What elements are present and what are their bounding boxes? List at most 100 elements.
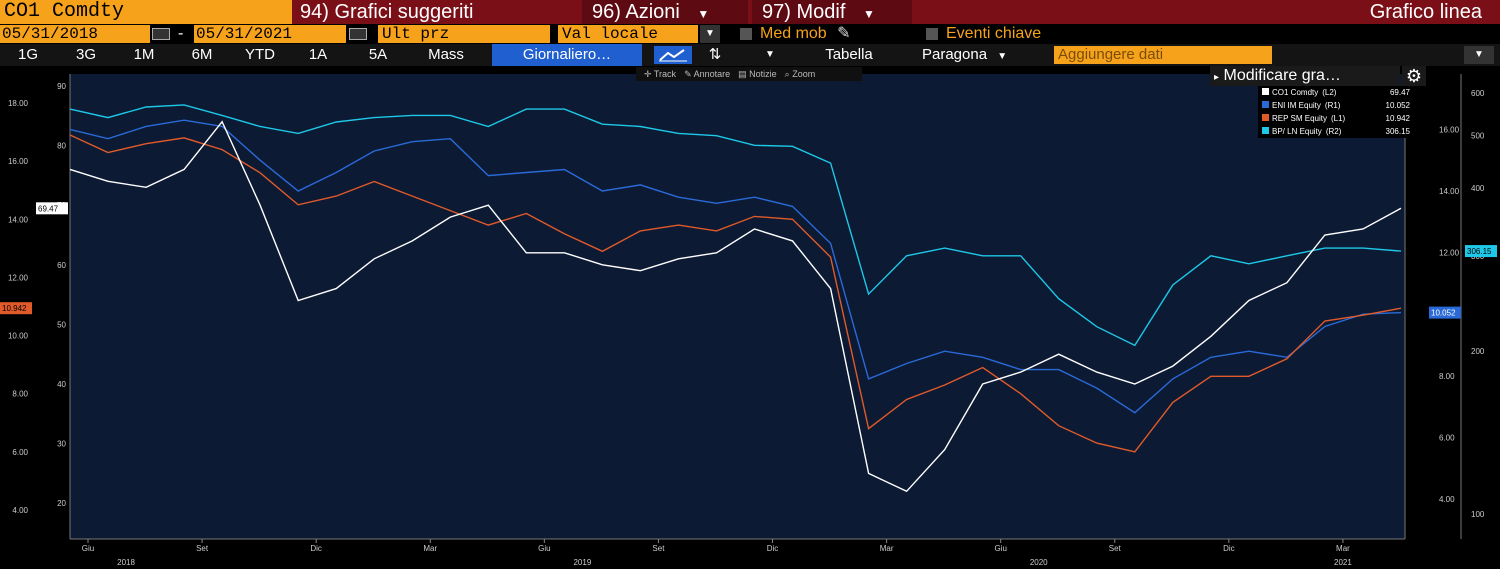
end-calendar-icon[interactable]	[349, 28, 367, 40]
y-tick-l1: 40	[57, 380, 66, 389]
sort-icon[interactable]: ⇅	[708, 46, 722, 63]
series-line-rep-sm-equity[interactable]	[69, 134, 1402, 453]
legend-swatch	[1262, 101, 1269, 108]
table-button[interactable]: Tabella	[825, 46, 873, 63]
x-tick-label: Set	[1109, 544, 1122, 553]
x-tick-label: Set	[652, 544, 665, 553]
y-tick-l1: 90	[57, 82, 66, 91]
edit-chart-button[interactable]: ▸ Modificare gra…	[1210, 66, 1400, 86]
legend-swatch	[1262, 127, 1269, 134]
x-year-label: 2018	[117, 558, 135, 567]
y-tick-l1: 80	[57, 142, 66, 151]
badge-eni-bg	[1429, 306, 1461, 319]
period-button-6m[interactable]: 6M	[191, 46, 213, 63]
key-events-toggle[interactable]: Eventi chiave	[926, 24, 1126, 44]
y-tick-r2: 500	[1471, 132, 1485, 141]
period-button-1m[interactable]: 1M	[133, 46, 155, 63]
tool-zoom[interactable]: ⌕ Zoom	[785, 69, 816, 79]
y-tick-l2: 14.00	[8, 215, 29, 224]
news-icon: ▤	[738, 69, 750, 79]
start-date-field[interactable]: 05/31/2018	[0, 25, 150, 43]
more-dropdown-icon[interactable]: ▼	[765, 49, 775, 60]
moving-average-checkbox[interactable]	[740, 27, 752, 40]
currency-field[interactable]: Val locale	[558, 25, 698, 43]
price-field[interactable]: Ult prz	[378, 25, 550, 43]
panel-collapse-icon[interactable]: ▼	[1464, 46, 1494, 64]
tool-annotate[interactable]: ✎ Annotare	[684, 69, 730, 79]
legend-item[interactable]: REP SM Equity (L1) 10.942	[1262, 112, 1416, 125]
y-tick-l2: 16.00	[8, 157, 29, 166]
x-tick-label: Mar	[423, 544, 437, 553]
chart-panel: 908070605040302018.0016.0014.0012.0010.0…	[0, 66, 1500, 569]
frequency-button[interactable]: Giornaliero…	[492, 44, 642, 66]
legend-swatch	[1262, 114, 1269, 121]
key-events-label: Eventi chiave	[946, 25, 1042, 42]
y-tick-r1: 14.00	[1439, 187, 1460, 196]
line-chart-icon[interactable]	[654, 46, 692, 64]
settings-gear-icon[interactable]: ⚙	[1402, 66, 1426, 86]
legend-swatch	[1262, 88, 1269, 95]
x-tick-label: Giu	[538, 544, 550, 553]
period-button-1g[interactable]: 1G	[17, 46, 38, 63]
legend-axis: (R2)	[1325, 127, 1342, 136]
series-line-bp-ln-equity[interactable]	[69, 104, 1402, 347]
period-buttons: 1G 3G 1M 6M YTD 1A 5A Mass	[0, 44, 490, 66]
news-label: Notizie	[749, 69, 777, 79]
series-line-co1-comdty[interactable]	[69, 120, 1402, 493]
period-button-mass[interactable]: Mass	[428, 46, 464, 63]
y-tick-l2: 6.00	[12, 448, 28, 457]
x-tick-label: Dic	[1223, 544, 1235, 553]
chart-legend: CO1 Comdty (L2) 69.47 ENI IM Equity (R1) 10.0…	[1258, 86, 1416, 138]
y-tick-l2: 4.00	[12, 506, 28, 515]
pencil-icon[interactable]: ✎	[837, 25, 851, 42]
series-line-eni-im-equity[interactable]	[69, 119, 1402, 414]
chart-svg[interactable]: 908070605040302018.0016.0014.0012.0010.0…	[0, 66, 1500, 569]
suggested-charts-menu[interactable]: 94) Grafici suggeriti	[300, 1, 474, 23]
legend-value: 10.942	[1385, 114, 1410, 123]
y-tick-r1: 8.00	[1439, 372, 1455, 381]
actions-menu[interactable]: 96) Azioni ▼	[582, 0, 748, 26]
key-events-checkbox[interactable]	[926, 27, 938, 40]
x-tick-label: Dic	[310, 544, 322, 553]
period-button-ytd[interactable]: YTD	[245, 46, 275, 63]
start-calendar-icon[interactable]	[152, 28, 170, 40]
y-tick-r1: 6.00	[1439, 433, 1455, 442]
chart-tools: ✛ Track ✎ Annotare ▤ Notizie ⌕ Zoom	[636, 67, 862, 81]
y-tick-r2: 600	[1471, 89, 1485, 98]
y-tick-l2: 10.00	[8, 332, 29, 341]
legend-item[interactable]: BP/ LN Equity (R2) 306.15	[1262, 125, 1416, 138]
tool-track[interactable]: ✛ Track	[644, 69, 676, 79]
y-tick-r1: 12.00	[1439, 249, 1460, 258]
toolbar: 1G 3G 1M 6M YTD 1A 5A Mass Giornaliero… ⇅ ▼ Tab…	[0, 44, 1500, 66]
y-tick-r2: 400	[1471, 184, 1485, 193]
modify-dropdown-icon: ▼	[862, 7, 875, 21]
period-button-1a[interactable]: 1A	[308, 46, 328, 63]
range-separator: -	[178, 25, 184, 42]
y-tick-l2: 8.00	[12, 390, 28, 399]
annotate-icon: ✎	[684, 69, 694, 79]
legend-item[interactable]: CO1 Comdty (L2) 69.47	[1262, 86, 1416, 99]
period-button-5a[interactable]: 5A	[368, 46, 388, 63]
badge-co1: 69.47	[38, 204, 59, 213]
y-tick-r1: 16.00	[1439, 125, 1460, 134]
moving-average-toggle[interactable]: Med mob ✎	[740, 24, 910, 44]
security-field[interactable]: CO1 Comdty	[0, 0, 292, 24]
legend-value: 10.052	[1385, 101, 1410, 110]
legend-item[interactable]: ENI IM Equity (R1) 10.052	[1262, 99, 1416, 112]
end-date-field[interactable]: 05/31/2021	[194, 25, 346, 43]
compare-button[interactable]: Paragona ▼	[916, 44, 1046, 68]
x-year-label: 2020	[1030, 558, 1048, 567]
x-tick-label: Mar	[1336, 544, 1350, 553]
x-tick-label: Set	[196, 544, 209, 553]
y-tick-l2: 18.00	[8, 99, 29, 108]
tool-news[interactable]: ▤ Notizie	[738, 69, 777, 79]
modify-menu[interactable]: 97) Modif ▼	[752, 0, 912, 26]
actions-dropdown-icon: ▼	[697, 7, 710, 21]
x-tick-label: Giu	[994, 544, 1006, 553]
x-tick-label: Mar	[880, 544, 894, 553]
period-button-3g[interactable]: 3G	[75, 46, 96, 63]
line-chart-glyph	[659, 49, 687, 62]
currency-dropdown-icon[interactable]: ▼	[700, 25, 720, 43]
modify-label: 97) Modif	[762, 1, 846, 23]
add-data-field[interactable]: Aggiungere dati	[1054, 46, 1272, 64]
